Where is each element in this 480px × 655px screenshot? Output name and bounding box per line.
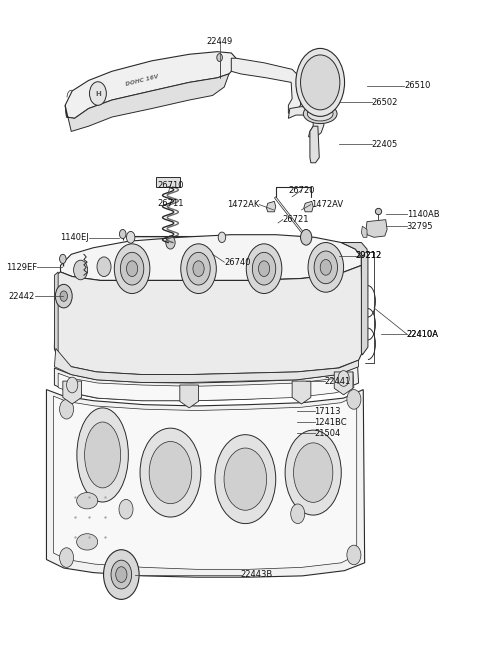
Circle shape [166, 236, 175, 249]
Polygon shape [266, 201, 276, 212]
Circle shape [120, 229, 126, 238]
Text: 29212: 29212 [355, 251, 382, 260]
Circle shape [104, 550, 139, 599]
Ellipse shape [84, 422, 120, 488]
Polygon shape [341, 242, 368, 355]
Circle shape [308, 242, 344, 292]
Text: DOHC 16V: DOHC 16V [125, 74, 159, 87]
Polygon shape [288, 107, 324, 138]
Circle shape [187, 252, 210, 285]
Ellipse shape [77, 534, 98, 550]
Polygon shape [65, 74, 229, 132]
Polygon shape [334, 372, 353, 395]
Polygon shape [63, 381, 82, 404]
Circle shape [126, 261, 138, 276]
Polygon shape [60, 234, 361, 280]
Text: 21504: 21504 [314, 429, 341, 438]
Polygon shape [361, 226, 367, 237]
Circle shape [73, 260, 88, 280]
Text: 22449: 22449 [206, 37, 233, 46]
Circle shape [116, 567, 127, 582]
Circle shape [296, 48, 345, 117]
Text: 22443B: 22443B [240, 570, 273, 579]
Ellipse shape [224, 448, 266, 510]
Polygon shape [180, 385, 199, 408]
Circle shape [320, 259, 331, 275]
Polygon shape [304, 201, 313, 212]
Circle shape [181, 244, 216, 293]
Circle shape [258, 261, 270, 276]
Circle shape [347, 545, 361, 565]
Polygon shape [310, 126, 319, 163]
Ellipse shape [307, 107, 333, 121]
Text: 26720: 26720 [288, 186, 315, 195]
Ellipse shape [140, 428, 201, 517]
Text: 22442: 22442 [9, 291, 35, 301]
Circle shape [89, 82, 107, 105]
Circle shape [300, 55, 340, 110]
Polygon shape [65, 52, 236, 119]
Polygon shape [156, 177, 180, 187]
Text: 26502: 26502 [372, 98, 398, 107]
Circle shape [97, 257, 111, 276]
Text: 26711: 26711 [157, 199, 184, 208]
Circle shape [300, 229, 312, 245]
Text: 1472AK: 1472AK [227, 200, 259, 209]
Circle shape [55, 284, 72, 308]
Circle shape [338, 371, 349, 386]
Circle shape [314, 251, 337, 284]
Polygon shape [231, 58, 300, 113]
Text: 1140EJ: 1140EJ [60, 233, 89, 242]
Text: 22410A: 22410A [407, 329, 439, 339]
Text: 26710: 26710 [157, 181, 184, 189]
Circle shape [120, 252, 144, 285]
Circle shape [60, 400, 73, 419]
Circle shape [193, 261, 204, 276]
Text: 32795: 32795 [407, 221, 433, 231]
Circle shape [60, 254, 66, 263]
Circle shape [252, 252, 276, 285]
Polygon shape [292, 381, 311, 404]
Text: 22441: 22441 [325, 377, 351, 386]
Polygon shape [47, 390, 365, 577]
Ellipse shape [215, 435, 276, 523]
Polygon shape [58, 372, 354, 401]
Text: 1472AV: 1472AV [311, 200, 343, 209]
Ellipse shape [77, 408, 128, 502]
Polygon shape [54, 348, 359, 383]
Text: 1129EF: 1129EF [6, 263, 37, 272]
Text: 26740: 26740 [224, 257, 251, 267]
Text: 17113: 17113 [314, 407, 341, 416]
Text: 26721: 26721 [283, 215, 309, 224]
Circle shape [67, 377, 78, 393]
Ellipse shape [285, 430, 341, 515]
Ellipse shape [149, 441, 192, 504]
Text: 26510: 26510 [405, 81, 431, 90]
Circle shape [119, 499, 133, 519]
Polygon shape [366, 219, 387, 237]
Polygon shape [54, 265, 362, 375]
Circle shape [111, 560, 132, 589]
Text: 22405: 22405 [372, 140, 398, 149]
Circle shape [347, 390, 361, 409]
Text: 22410A: 22410A [407, 329, 439, 339]
Circle shape [114, 244, 150, 293]
Ellipse shape [294, 443, 333, 502]
Circle shape [60, 548, 73, 567]
Text: 1241BC: 1241BC [314, 418, 347, 427]
Circle shape [218, 232, 226, 242]
Circle shape [60, 291, 68, 301]
Ellipse shape [77, 493, 98, 509]
Text: 29212: 29212 [355, 251, 382, 260]
Polygon shape [54, 367, 359, 401]
Circle shape [126, 231, 135, 243]
Text: H: H [95, 90, 101, 96]
Circle shape [246, 244, 282, 293]
Polygon shape [54, 272, 58, 359]
Polygon shape [53, 396, 357, 569]
Circle shape [291, 504, 305, 523]
Text: 1140AB: 1140AB [407, 210, 439, 219]
Ellipse shape [303, 104, 337, 124]
Circle shape [217, 54, 222, 62]
